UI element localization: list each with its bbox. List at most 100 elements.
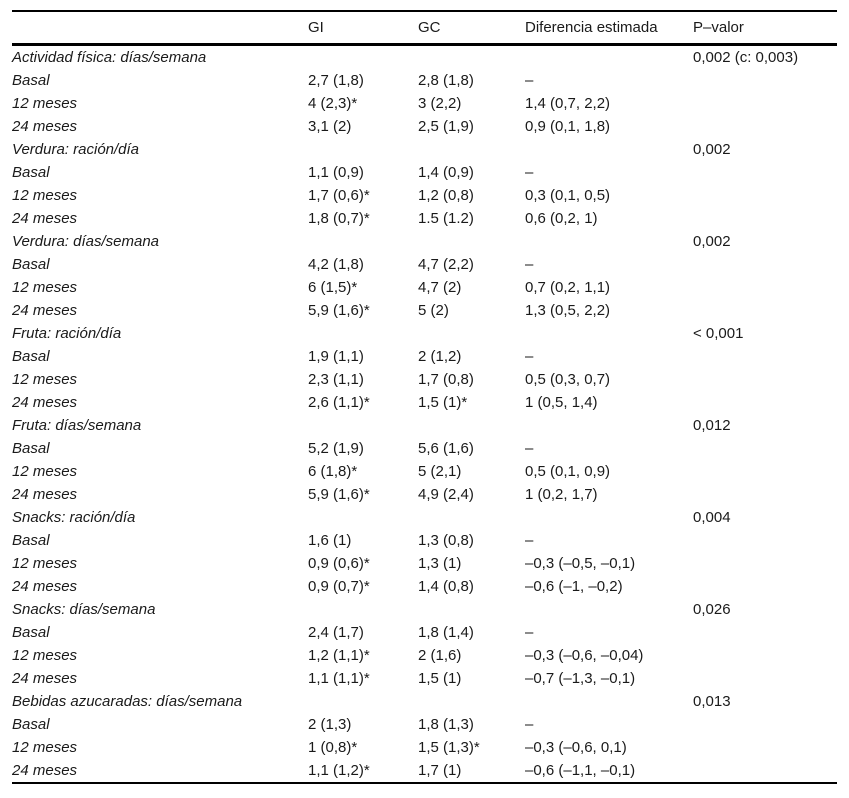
- row-label-cell: 12 meses: [12, 279, 78, 296]
- gc-cell: [418, 414, 525, 437]
- gc-cell: [418, 138, 525, 161]
- category-row: Fruta: ración/día < 0,001: [12, 322, 837, 345]
- pvalue-cell: 0,004: [693, 509, 731, 526]
- diff-cell: –: [525, 440, 534, 457]
- data-row: 12 meses 4 (2,3)* 3 (2,2) 1,4 (0,7, 2,2): [12, 92, 837, 115]
- pvalue-cell: < 0,001: [693, 325, 744, 342]
- pvalue-cell: 0,002 (c: 0,003): [693, 49, 799, 66]
- pvalue-cell: [693, 759, 837, 784]
- pvalue-cell: 0,002: [693, 141, 731, 158]
- data-row: 12 meses 2,3 (1,1) 1,7 (0,8) 0,5 (0,3, 0,7): [12, 368, 837, 391]
- diff-cell: –: [525, 164, 534, 181]
- gi-cell: 2,4 (1,7): [308, 624, 364, 641]
- diff-cell: –0,6 (–1, –0,2): [525, 578, 623, 595]
- diff-cell: 1,3 (0,5, 2,2): [525, 302, 611, 319]
- diff-cell: 0,9 (0,1, 1,8): [525, 118, 611, 135]
- data-row: 24 meses 1,8 (0,7)* 1.5 (1.2) 0,6 (0,2, 1): [12, 207, 837, 230]
- gc-cell: 1,8 (1,3): [418, 716, 474, 733]
- row-label-cell: Basal: [12, 440, 50, 457]
- col-header-gc: GC: [418, 10, 525, 46]
- gc-cell: 1,4 (0,8): [418, 578, 474, 595]
- gi-cell: 1,2 (1,1)*: [308, 647, 370, 664]
- diff-cell: 0,6 (0,2, 1): [525, 210, 598, 227]
- data-row: Basal 2,7 (1,8) 2,8 (1,8) –: [12, 69, 837, 92]
- data-row: 12 meses 1,7 (0,6)* 1,2 (0,8) 0,3 (0,1, 0,5…: [12, 184, 837, 207]
- data-row: 12 meses 1 (0,8)* 1,5 (1,3)* –0,3 (–0,6, 0,…: [12, 736, 837, 759]
- diff-cell: [525, 230, 693, 253]
- data-row: 24 meses 0,9 (0,7)* 1,4 (0,8) –0,6 (–1, –0,…: [12, 575, 837, 598]
- diff-cell: 0,3 (0,1, 0,5): [525, 187, 611, 204]
- diff-cell: –0,3 (–0,5, –0,1): [525, 555, 636, 572]
- gc-cell: 5,6 (1,6): [418, 440, 474, 457]
- gi-cell: [308, 598, 418, 621]
- gc-cell: 4,9 (2,4): [418, 486, 474, 503]
- diff-cell: [525, 138, 693, 161]
- pvalue-cell: 0,026: [693, 601, 731, 618]
- row-label-cell: Basal: [12, 72, 50, 89]
- pvalue-cell: [693, 345, 837, 368]
- pvalue-cell: [693, 299, 837, 322]
- gi-cell: [308, 45, 418, 70]
- gc-cell: 2 (1,6): [418, 647, 462, 664]
- row-label-cell: 12 meses: [12, 95, 78, 112]
- gc-cell: 2,8 (1,8): [418, 72, 474, 89]
- gi-cell: 0,9 (0,7)*: [308, 578, 370, 595]
- gi-cell: [308, 690, 418, 713]
- gc-cell: 5 (2): [418, 302, 449, 319]
- category-row: Snacks: ración/día 0,004: [12, 506, 837, 529]
- gi-cell: 4 (2,3)*: [308, 95, 358, 112]
- gc-cell: [418, 506, 525, 529]
- pvalue-cell: [693, 92, 837, 115]
- diff-cell: –0,6 (–1,1, –0,1): [525, 759, 693, 784]
- gc-cell: [418, 690, 525, 713]
- category-row: Fruta: días/semana 0,012: [12, 414, 837, 437]
- data-row: 12 meses 6 (1,8)* 5 (2,1) 0,5 (0,1, 0,9): [12, 460, 837, 483]
- diff-cell: –: [525, 532, 534, 549]
- diff-cell: –0,7 (–1,3, –0,1): [525, 670, 636, 687]
- row-label-cell: 12 meses: [12, 647, 78, 664]
- pvalue-cell: [693, 207, 837, 230]
- category-row: Verdura: días/semana 0,002: [12, 230, 837, 253]
- row-label-cell: Basal: [12, 532, 50, 549]
- pvalue-cell: [693, 621, 837, 644]
- gc-cell: [418, 230, 525, 253]
- data-row: Basal 1,1 (0,9) 1,4 (0,9) –: [12, 161, 837, 184]
- data-row: Basal 4,2 (1,8) 4,7 (2,2) –: [12, 253, 837, 276]
- row-label-cell: Basal: [12, 164, 50, 181]
- data-row: 12 meses 1,2 (1,1)* 2 (1,6) –0,3 (–0,6, –0,…: [12, 644, 837, 667]
- gi-cell: 2,7 (1,8): [308, 72, 364, 89]
- gi-cell: 1,8 (0,7)*: [308, 210, 370, 227]
- gi-cell: [308, 506, 418, 529]
- diff-cell: –: [525, 348, 534, 365]
- data-row: Basal 5,2 (1,9) 5,6 (1,6) –: [12, 437, 837, 460]
- category-cell: Fruta: ración/día: [12, 325, 122, 342]
- row-label-cell: 12 meses: [12, 187, 78, 204]
- category-cell: Snacks: días/semana: [12, 601, 156, 618]
- data-table: GI GC Diferencia estimada P–valor Activi…: [12, 10, 837, 784]
- gi-cell: 2,6 (1,1)*: [308, 394, 370, 411]
- row-label-cell: 12 meses: [12, 371, 78, 388]
- category-row: Snacks: días/semana 0,026: [12, 598, 837, 621]
- pvalue-cell: 0,012: [693, 417, 731, 434]
- diff-cell: [525, 506, 693, 529]
- gc-cell: 2,5 (1,9): [418, 118, 474, 135]
- category-row: Verdura: ración/día 0,002: [12, 138, 837, 161]
- pvalue-cell: [693, 575, 837, 598]
- gi-cell: 6 (1,5)*: [308, 279, 358, 296]
- gc-cell: 1,7 (0,8): [418, 371, 474, 388]
- gi-cell: [308, 230, 418, 253]
- category-cell: Bebidas azucaradas: días/semana: [12, 693, 243, 710]
- col-header-gi: GI: [308, 10, 418, 46]
- category-cell: Verdura: ración/día: [12, 141, 140, 158]
- gc-cell: 4,7 (2,2): [418, 256, 474, 273]
- gi-cell: 1,1 (0,9): [308, 164, 364, 181]
- row-label-cell: 24 meses: [12, 670, 78, 687]
- gc-cell: [418, 598, 525, 621]
- data-row: 24 meses 3,1 (2) 2,5 (1,9) 0,9 (0,1, 1,8): [12, 115, 837, 138]
- diff-cell: –: [525, 716, 534, 733]
- gc-cell: 1.5 (1.2): [418, 210, 474, 227]
- pvalue-cell: [693, 253, 837, 276]
- row-label-cell: 24 meses: [12, 486, 78, 503]
- pvalue-cell: [693, 368, 837, 391]
- pvalue-cell: [693, 529, 837, 552]
